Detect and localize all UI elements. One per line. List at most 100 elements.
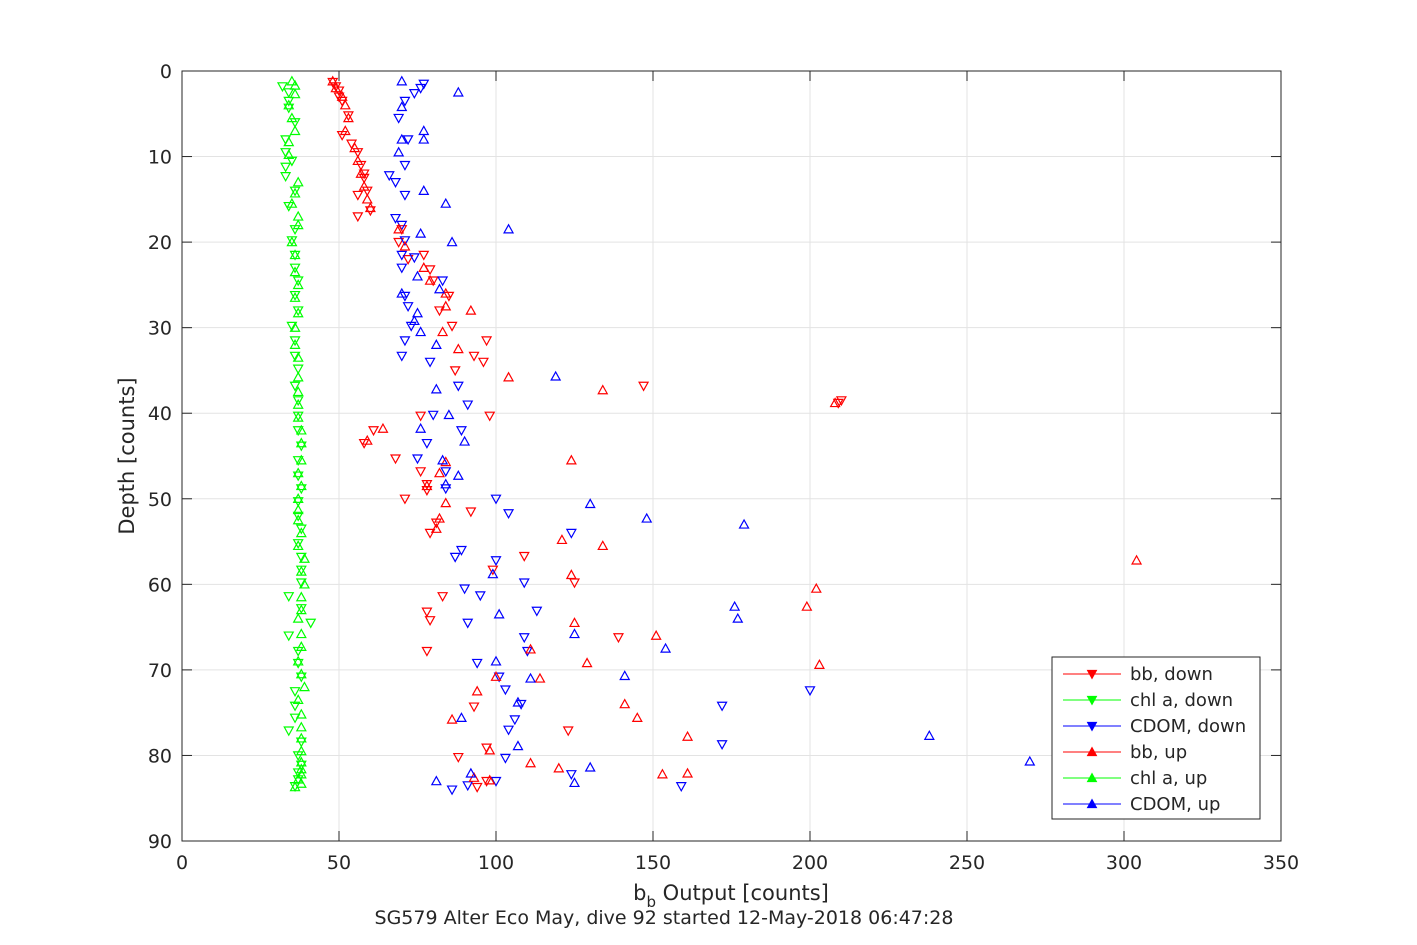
point-cdom-up xyxy=(396,287,408,298)
x-tick-label: 200 xyxy=(792,852,828,874)
y-tick-label: 0 xyxy=(160,61,172,83)
point-chl-a-down xyxy=(289,701,301,712)
point-cdom-down xyxy=(503,725,515,736)
point-cdom-down xyxy=(449,552,461,563)
point-chl-a-up xyxy=(283,149,295,160)
point-bb-up xyxy=(801,600,813,611)
point-chl-a-up xyxy=(295,668,307,679)
x-axis-title-main: b xyxy=(633,881,646,905)
point-cdom-up xyxy=(415,227,427,238)
point-bb-down xyxy=(481,776,493,787)
point-cdom-up xyxy=(550,370,562,381)
point-bb-up xyxy=(619,698,631,709)
point-chl-a-up xyxy=(289,781,301,792)
point-chl-a-down xyxy=(276,82,288,93)
point-cdom-down xyxy=(390,213,402,224)
point-bb-up xyxy=(556,534,568,545)
point-cdom-down xyxy=(499,753,511,764)
point-chl-a-up xyxy=(292,279,304,290)
point-chl-a-down xyxy=(283,592,295,603)
y-tick-label: 10 xyxy=(148,147,172,169)
point-bb-down xyxy=(424,528,436,539)
point-cdom-down xyxy=(462,618,474,629)
point-bb-down xyxy=(427,276,439,287)
point-chl-a-down xyxy=(283,726,295,737)
point-chl-a-down xyxy=(292,456,304,467)
point-cdom-up xyxy=(418,185,430,195)
point-cdom-up xyxy=(568,628,581,639)
y-axis-title: Depth [counts] xyxy=(115,377,139,534)
point-bb-down xyxy=(415,411,427,422)
point-bb-up xyxy=(465,304,477,315)
point-cdom-up xyxy=(923,730,935,740)
point-bb-down xyxy=(437,592,449,603)
point-bb-down xyxy=(393,237,405,248)
point-cdom-up xyxy=(408,315,420,326)
point-cdom-up xyxy=(452,469,464,480)
point-cdom-down xyxy=(440,484,452,495)
point-bb-up xyxy=(581,657,593,668)
y-tick-label: 20 xyxy=(148,232,172,254)
point-cdom-up xyxy=(440,478,452,489)
point-bb-down xyxy=(468,702,480,713)
point-chl-a-down xyxy=(280,162,292,173)
point-chl-a-up xyxy=(289,88,301,99)
point-cdom-down xyxy=(531,606,543,617)
point-bb-up xyxy=(330,82,342,93)
point-cdom-up xyxy=(415,326,427,337)
point-bb-down xyxy=(449,366,461,377)
point-chl-a-up xyxy=(292,307,304,318)
point-chl-a-up xyxy=(292,514,304,525)
point-chl-a-up xyxy=(289,266,301,277)
point-bb-up xyxy=(446,713,458,724)
point-cdom-up xyxy=(430,383,442,394)
point-bb-up xyxy=(484,744,496,755)
point-chl-a-down xyxy=(289,263,301,274)
point-cdom-up xyxy=(430,775,442,786)
legend-box xyxy=(1051,656,1261,820)
point-chl-a-up xyxy=(292,386,304,397)
point-bb-down xyxy=(484,411,496,422)
point-bb-up xyxy=(440,300,452,311)
point-chl-a-up xyxy=(292,467,304,478)
point-cdom-down xyxy=(446,785,458,796)
point-cdom-down xyxy=(455,545,467,556)
point-bb-down xyxy=(396,225,408,236)
point-cdom-down xyxy=(408,253,420,264)
point-chl-a-up xyxy=(283,99,295,110)
point-chl-a-down xyxy=(292,658,304,669)
point-chl-a-up xyxy=(295,437,307,448)
point-cdom-down xyxy=(399,336,411,347)
point-chl-a-down xyxy=(295,524,307,535)
y-tick-label: 30 xyxy=(148,318,172,340)
point-cdom-down xyxy=(427,410,439,421)
point-cdom-up xyxy=(493,608,505,619)
point-cdom-down xyxy=(490,556,502,567)
point-chl-a-up xyxy=(295,768,307,779)
point-bb-down xyxy=(421,607,433,618)
point-cdom-up xyxy=(430,339,442,349)
x-axis: 0 50 100 150 200 250 300 350 xyxy=(176,71,1299,874)
point-cdom-up xyxy=(525,672,537,683)
point-chl-a-up xyxy=(292,773,304,784)
point-cdom-up xyxy=(437,454,449,465)
point-cdom-down xyxy=(675,782,687,792)
point-bb-down xyxy=(638,381,650,392)
point-chl-a-up xyxy=(295,527,307,538)
point-chl-a-up xyxy=(289,339,301,349)
point-cdom-down xyxy=(490,776,502,787)
point-cdom-up xyxy=(584,498,596,509)
point-cdom-down xyxy=(493,672,505,683)
point-chl-a-down xyxy=(289,687,301,698)
point-bb-up xyxy=(339,125,351,136)
point-cdom-down xyxy=(399,190,411,201)
point-cdom-down xyxy=(459,584,471,595)
point-chl-a-down xyxy=(283,96,295,107)
point-bb-down xyxy=(418,250,430,261)
point-cdom-down xyxy=(471,658,483,669)
point-cdom-down xyxy=(521,646,533,657)
point-cdom-up xyxy=(1024,755,1036,766)
point-chl-a-up xyxy=(292,655,304,666)
point-cdom-up xyxy=(641,512,653,523)
y-axis: 0 10 20 30 40 50 60 70 80 90 xyxy=(148,61,1281,853)
